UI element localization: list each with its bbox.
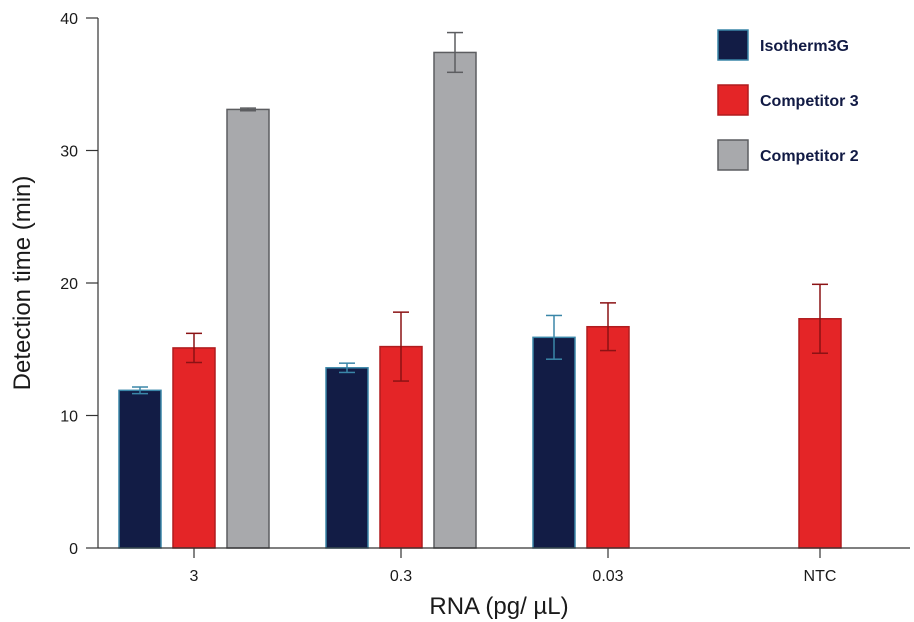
legend-item: Competitor 3 (717, 84, 859, 116)
bar-competitor-3 (172, 347, 216, 549)
bar-isotherm3g (118, 389, 162, 549)
error-bars-layer (132, 31, 828, 395)
bar-competitor-2 (433, 51, 477, 549)
legend-label: Competitor 3 (760, 93, 859, 110)
legend-swatch (717, 29, 749, 61)
x-tick-label: 0.03 (592, 568, 623, 585)
x-tick-label: 3 (190, 568, 199, 585)
y-tick-label: 40 (60, 11, 78, 28)
error-bar (240, 107, 256, 112)
x-tick-label: NTC (804, 568, 837, 585)
x-ticks: 3 0.3 0.03 NTC (190, 548, 837, 585)
legend-label: Isotherm3G (760, 38, 849, 55)
error-bar (447, 31, 463, 74)
y-tick-label: 0 (69, 541, 78, 558)
error-bar (600, 302, 616, 352)
bar-competitor-3 (798, 318, 842, 549)
bar-competitor-3 (586, 325, 630, 549)
bar-isotherm3g (532, 336, 576, 549)
error-bar (132, 386, 148, 395)
error-bar (546, 314, 562, 360)
error-bar (186, 332, 202, 364)
y-ticks: 0 10 20 30 40 (60, 11, 98, 558)
legend-label: Competitor 2 (760, 148, 859, 165)
y-tick-label: 20 (60, 276, 78, 293)
legend-swatch (717, 84, 749, 116)
legend-item: Competitor 2 (717, 139, 859, 171)
error-bar (339, 362, 355, 374)
y-tick-label: 10 (60, 409, 78, 426)
legend-item: Isotherm3G (717, 29, 849, 61)
error-bar (393, 311, 409, 382)
legend-swatch (717, 139, 749, 171)
y-tick-label: 30 (60, 144, 78, 161)
bar-isotherm3g (325, 367, 369, 549)
legend: Isotherm3G Competitor 3 Competitor 2 (717, 29, 859, 171)
x-axis-title: RNA (pg/ µL) (429, 593, 568, 620)
bars-layer (118, 51, 842, 549)
error-bar (812, 283, 828, 354)
bar-competitor-2 (226, 108, 270, 549)
x-tick-label: 0.3 (390, 568, 412, 585)
y-axis-title: Detection time (min) (9, 176, 36, 391)
